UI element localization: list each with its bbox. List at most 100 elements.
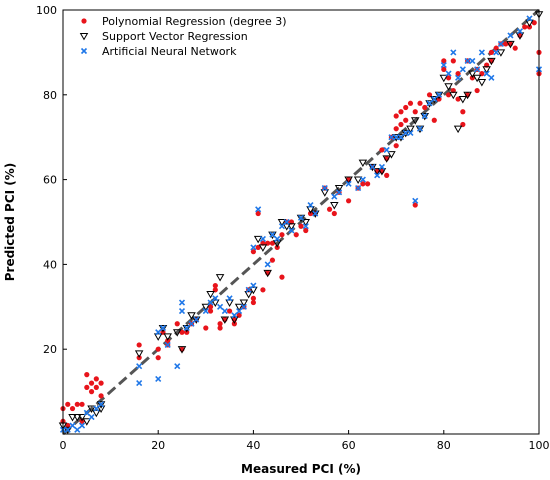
data-point — [84, 384, 90, 390]
data-point — [407, 100, 414, 106]
data-point — [96, 405, 106, 413]
data-point — [449, 91, 458, 100]
data-point — [98, 380, 104, 386]
data-point — [287, 223, 296, 231]
data-point — [255, 210, 261, 217]
data-point — [496, 49, 506, 57]
data-point — [345, 180, 352, 187]
legend: Polynomial Regression (degree 3) Support … — [79, 15, 287, 58]
data-point — [136, 363, 143, 370]
data-point — [398, 109, 404, 115]
data-point — [331, 193, 338, 200]
data-point — [207, 308, 214, 314]
data-point — [434, 91, 444, 100]
data-point — [272, 240, 282, 248]
data-point — [298, 223, 304, 229]
data-point — [158, 324, 168, 333]
data-point — [468, 70, 477, 79]
data-point — [163, 333, 172, 341]
data-point — [474, 66, 481, 73]
data-point — [393, 134, 400, 141]
data-point — [441, 58, 447, 64]
x-tick-label: 0 — [60, 439, 67, 452]
data-point — [164, 341, 171, 349]
data-point — [231, 312, 238, 319]
data-point — [278, 223, 286, 230]
data-point — [250, 299, 256, 306]
data-point — [240, 303, 247, 310]
data-point — [174, 321, 180, 327]
data-point — [98, 393, 104, 399]
y-axis-label: Predicted PCI (%) — [3, 163, 17, 282]
data-point — [445, 92, 452, 98]
data-point — [420, 112, 430, 121]
data-point — [412, 197, 419, 204]
data-point — [77, 413, 87, 422]
data-point — [188, 320, 195, 327]
data-point — [312, 210, 319, 217]
data-point — [293, 232, 299, 238]
data-point — [203, 325, 209, 331]
data-point — [187, 312, 196, 320]
points-layer — [58, 11, 544, 435]
data-point — [507, 32, 514, 39]
data-point — [487, 57, 496, 66]
data-point — [383, 146, 390, 153]
legend-label: Polynomial Regression (degree 3) — [102, 15, 287, 28]
data-point — [177, 346, 187, 354]
data-point — [244, 291, 253, 299]
data-point — [182, 324, 192, 333]
data-point — [344, 176, 353, 185]
data-point — [401, 129, 410, 138]
data-point — [368, 163, 377, 172]
data-point — [192, 316, 201, 324]
data-point — [458, 95, 468, 104]
data-point — [336, 189, 343, 196]
data-point — [326, 206, 333, 212]
x-tick-label: 40 — [246, 439, 260, 452]
data-point — [488, 49, 494, 56]
data-point — [406, 125, 415, 134]
data-point — [378, 163, 385, 170]
data-point — [183, 324, 190, 332]
data-point — [431, 117, 437, 123]
data-point — [206, 291, 215, 299]
data-point — [230, 316, 239, 324]
y-tick-label: 80 — [43, 89, 57, 102]
data-point — [74, 426, 81, 433]
data-point — [403, 104, 409, 111]
data-point — [301, 218, 311, 227]
data-point — [396, 134, 406, 142]
data-point — [250, 249, 256, 255]
data-point — [402, 129, 409, 137]
data-point — [263, 269, 272, 278]
plot-frame — [62, 9, 540, 435]
data-point — [249, 286, 258, 295]
data-point — [68, 413, 77, 422]
data-point — [384, 172, 390, 178]
data-point — [226, 295, 233, 302]
data-point — [391, 134, 401, 142]
data-point — [155, 355, 161, 361]
data-point — [221, 307, 228, 315]
data-point — [403, 117, 409, 123]
data-point — [334, 185, 344, 193]
data-point — [93, 376, 99, 382]
data-point — [93, 384, 99, 390]
x-tick-label: 100 — [529, 439, 550, 452]
data-point — [307, 201, 314, 209]
data-point — [282, 223, 291, 231]
data-point — [207, 299, 214, 306]
data-point — [365, 181, 371, 187]
data-point — [469, 57, 476, 64]
data-point — [155, 329, 162, 336]
data-point — [493, 49, 500, 56]
y-tick-label: 20 — [43, 343, 57, 356]
legend-label: Support Vector Regression — [102, 30, 248, 43]
data-point — [388, 134, 395, 141]
data-point — [421, 112, 428, 120]
data-point — [236, 307, 243, 315]
data-point — [212, 295, 219, 302]
data-point — [445, 70, 452, 77]
data-point — [84, 372, 90, 378]
